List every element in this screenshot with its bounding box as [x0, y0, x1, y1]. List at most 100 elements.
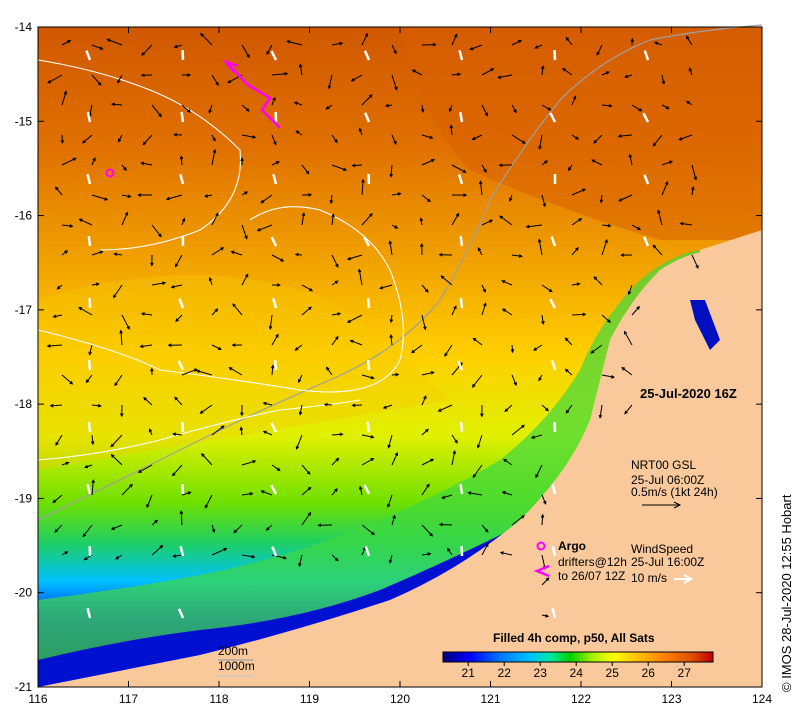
current-arrowhead-icon [454, 439, 458, 444]
current-arrow [438, 404, 453, 412]
current-arrowhead-icon [193, 368, 198, 372]
current-arrow [47, 74, 63, 84]
current-arrow [590, 344, 603, 354]
current-arrow [504, 404, 513, 412]
land-kimberley [700, 230, 762, 330]
current-arrowhead-icon [240, 412, 244, 417]
current-arrow [359, 486, 363, 496]
current-arrowhead-icon [150, 367, 154, 372]
lat-tick-label: -21 [15, 680, 33, 694]
current-arrowhead-icon [244, 235, 248, 240]
current-arrow [447, 548, 453, 556]
current-arrowhead-icon [472, 337, 477, 342]
current-arrow [211, 247, 224, 256]
current-arrowhead-icon [113, 252, 118, 257]
current-arrow [472, 374, 483, 388]
current-arrow [241, 134, 256, 138]
current-arrowhead-icon [286, 40, 291, 44]
current-arrow [421, 159, 435, 166]
current-arrowhead-icon [630, 37, 635, 42]
current-arrowhead-icon [141, 52, 146, 56]
wind-arrow [643, 174, 650, 185]
current-arrow [350, 340, 363, 346]
wind-arrow [272, 174, 278, 185]
current-arrowhead-icon [268, 325, 273, 330]
current-arrow [361, 458, 374, 466]
current-arrowhead-icon [307, 306, 312, 311]
current-arrow [562, 68, 573, 76]
current-arrowhead-icon [542, 203, 547, 208]
current-arrowhead-icon [317, 523, 322, 528]
current-arrow [331, 280, 339, 286]
current-arrowhead-icon [301, 212, 306, 217]
current-arrow [52, 494, 63, 503]
wind-arrow [458, 111, 464, 123]
lon-tick-label: 122 [571, 692, 591, 706]
current-arrow [450, 125, 453, 136]
current-arrowhead-icon [455, 212, 460, 217]
current-arrowhead-icon [581, 188, 586, 192]
current-arrowhead-icon [393, 50, 397, 55]
wind-arrow [366, 359, 371, 371]
wind-arrow [179, 545, 185, 557]
current-arrow [328, 74, 333, 89]
current-arrowhead-icon [382, 405, 387, 409]
current-arrowhead-icon [509, 197, 513, 202]
current-arrowhead-icon [325, 366, 330, 371]
current-arrowhead-icon [137, 193, 142, 197]
current-arrowhead-icon [596, 51, 600, 56]
wind-arrow [459, 483, 464, 495]
wind-scale-arrowhead-icon [683, 574, 694, 584]
current-arrow [470, 44, 483, 50]
current-arrow [618, 194, 633, 202]
current-arrowhead-icon [239, 426, 244, 431]
current-arrowhead-icon [148, 428, 153, 433]
current-arrow [421, 371, 434, 376]
current-arrow [565, 337, 573, 346]
current-arrow [541, 314, 544, 324]
current-arrow [151, 545, 163, 556]
current-arrowhead-icon [564, 337, 569, 342]
current-arrowhead-icon [426, 483, 430, 488]
wind-arrow [180, 111, 185, 123]
current-arrow [440, 275, 453, 286]
current-arrowhead-icon [534, 45, 539, 49]
current-arrowhead-icon [83, 556, 88, 561]
current-arrow [421, 194, 431, 202]
current-arrow [421, 314, 426, 330]
current-arrow [449, 104, 453, 112]
current-arrow [110, 434, 123, 447]
wind-arrow [363, 236, 371, 247]
wind-legend-line1: WindSpeed [631, 542, 693, 556]
current-arrowhead-icon [346, 319, 351, 323]
colorbar-tick-label: 26 [642, 666, 656, 680]
current-arrowhead-icon [195, 369, 200, 374]
current-arrow [115, 554, 123, 560]
current-arrowhead-icon [90, 441, 95, 446]
wind-arrow [642, 236, 650, 247]
current-arrowhead-icon [230, 250, 235, 255]
current-arrow [601, 224, 611, 227]
current-arrow [261, 490, 273, 496]
current-arrow [330, 194, 333, 204]
wind-arrow [456, 360, 464, 371]
current-arrowhead-icon [575, 136, 580, 140]
wind-arrow [181, 421, 185, 433]
current-arrow [347, 254, 363, 260]
current-arrowhead-icon [384, 103, 389, 108]
land-mainland [38, 250, 762, 687]
current-arrowhead-icon [65, 461, 70, 466]
current-arrow [625, 74, 633, 78]
colorbar-ramp [442, 651, 714, 663]
current-arrowhead-icon [165, 196, 170, 201]
colorbar-tick-label: 24 [570, 666, 584, 680]
current-arrowhead-icon [449, 124, 454, 129]
current-arrow [661, 181, 669, 196]
current-arrowhead-icon [174, 263, 179, 268]
current-arrow [241, 224, 248, 239]
current-arrowhead-icon [173, 132, 178, 137]
current-arrowhead-icon [394, 86, 398, 91]
current-arrow [511, 40, 522, 46]
current-arrow [301, 464, 311, 475]
